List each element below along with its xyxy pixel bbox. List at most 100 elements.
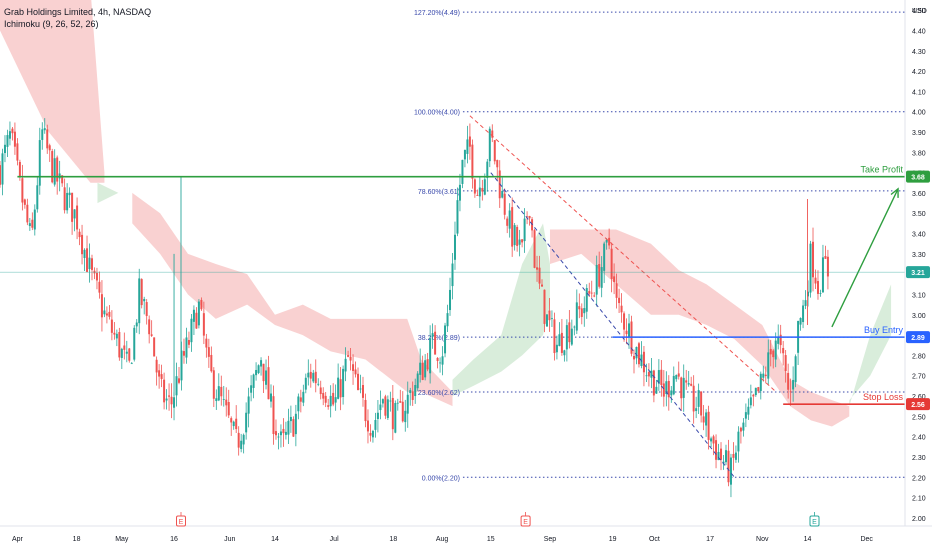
candle-body	[605, 239, 608, 243]
candle-body	[764, 374, 767, 377]
candle-body	[705, 412, 708, 426]
trend-line	[469, 115, 777, 393]
level-name: Stop Loss	[863, 392, 904, 402]
candle-body	[53, 158, 56, 185]
candle-body	[508, 210, 511, 229]
fib-level-label: 38.20%(2.89)	[418, 335, 460, 342]
candle-body	[173, 397, 176, 408]
price-tick-label: 2.70	[912, 374, 926, 381]
price-tick-label: 2.30	[912, 455, 926, 462]
fib-level-label: 0.00%(2.20)	[422, 475, 460, 482]
candle-body	[344, 358, 347, 372]
candle-body	[523, 218, 526, 242]
candle-body	[478, 187, 481, 197]
price-tick-label: 4.40	[912, 28, 926, 35]
candle-body	[138, 278, 141, 324]
candle-body	[1, 153, 4, 185]
candle-body	[715, 440, 718, 460]
price-tick-label: 3.80	[912, 150, 926, 157]
time-tick-label: 15	[487, 536, 495, 543]
candle-body	[690, 383, 693, 386]
candle-body	[242, 434, 245, 445]
candle-body	[744, 412, 747, 419]
candle-body	[357, 373, 360, 391]
candle-body	[369, 432, 372, 436]
candle-body	[237, 432, 240, 448]
candle-body	[772, 350, 775, 358]
candle-body	[635, 346, 638, 359]
candle-body	[687, 383, 690, 385]
price-tick-label: 3.40	[912, 232, 926, 239]
candle-body	[729, 457, 732, 485]
candle-body	[473, 179, 476, 194]
time-tick-label: 18	[389, 536, 397, 543]
candle-body	[692, 385, 695, 412]
candle-body	[143, 298, 146, 302]
candle-body	[807, 291, 810, 297]
candle-body	[436, 357, 439, 362]
candle-body	[339, 379, 342, 398]
candle-body	[593, 295, 596, 297]
candle-body	[190, 318, 193, 343]
candle-body	[342, 368, 345, 398]
time-tick-label: Dec	[860, 536, 873, 543]
candle-body	[503, 193, 506, 215]
candle-body	[411, 391, 414, 400]
price-tick-label: 2.00	[912, 516, 926, 523]
time-axis[interactable]: Apr 18 May 16 Jun 14 Jul 18 Aug 15 Sep 19 Oct 17 Nov 14…	[0, 525, 932, 543]
price-axis[interactable]: USD 2.00 2.10 2.20 2.30 2.40 2.50 2.60 2.70 2.80…	[904, 0, 930, 526]
candle-body	[513, 225, 516, 246]
candle-body	[11, 128, 14, 134]
candle-body	[282, 428, 285, 434]
candle-body	[332, 392, 335, 405]
candle-body	[526, 216, 529, 218]
candle-body	[394, 403, 397, 433]
candle-body	[170, 396, 173, 405]
candle-body	[732, 454, 735, 458]
candle-body	[645, 375, 648, 377]
ichimoku-cloud	[0, 0, 892, 427]
candle-body	[274, 431, 277, 436]
candle-body	[197, 301, 200, 326]
trend-lines[interactable]	[469, 115, 777, 478]
candle-body	[812, 241, 815, 278]
candles	[0, 118, 829, 498]
candle-body	[317, 383, 320, 385]
candle-body	[779, 334, 782, 346]
time-tick-label: Jul	[330, 536, 339, 543]
cloud-bullish	[97, 182, 119, 204]
candle-body	[461, 159, 464, 184]
candle-body	[762, 373, 765, 378]
candle-body	[824, 256, 827, 259]
candle-body	[637, 343, 640, 365]
fib-level-label: 127.20%(4.49)	[414, 10, 460, 17]
candle-body	[578, 306, 581, 310]
time-tick-label: Oct	[649, 536, 660, 543]
candle-body	[6, 135, 9, 147]
candle-body	[538, 267, 541, 284]
level-price-tag-label: 3.68	[911, 175, 925, 182]
candle-body	[83, 249, 86, 258]
candle-body	[774, 340, 777, 360]
candle-body	[434, 331, 437, 355]
fib-level-label: 78.60%(3.61)	[418, 189, 460, 196]
candle-body	[647, 372, 650, 377]
candle-body	[115, 333, 118, 339]
price-tick-label: 3.60	[912, 191, 926, 198]
candle-body	[453, 234, 456, 260]
candle-body	[809, 243, 812, 293]
fib-level-label: 100.00%(4.00)	[414, 110, 460, 117]
candle-body	[105, 313, 108, 316]
candle-body	[36, 185, 39, 210]
candle-body	[444, 325, 447, 354]
trade-levels[interactable]: Take Profit Buy Entry Stop Loss	[17, 165, 905, 405]
candle-body	[720, 448, 723, 460]
candle-body	[0, 165, 1, 185]
candle-body	[329, 395, 332, 407]
candle-body	[545, 314, 548, 327]
candle-body	[657, 370, 660, 384]
candle-body	[667, 380, 670, 398]
candle-body	[180, 350, 183, 381]
